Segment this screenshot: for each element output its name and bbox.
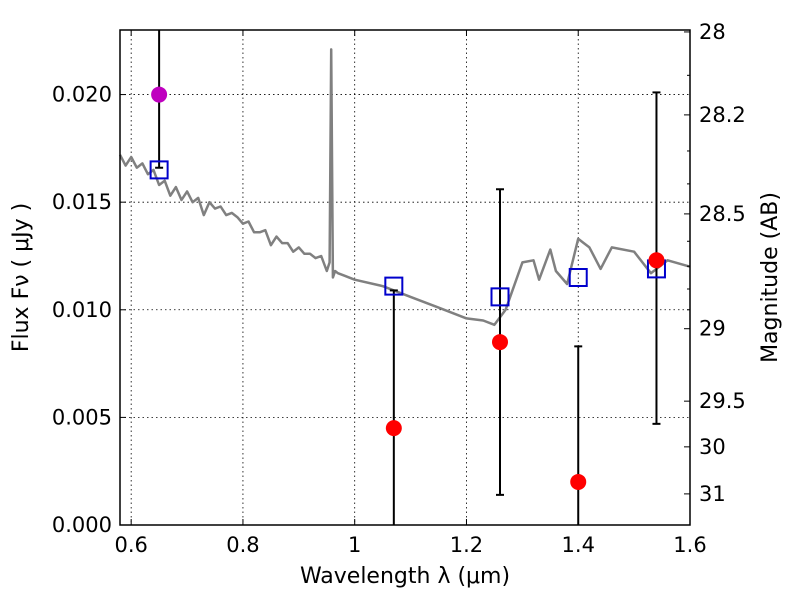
tick-labels-group: 0.6 0.8 1 1.2 1.4 1.6 0.000 0.005 0.010 0.015 0.02… bbox=[52, 20, 746, 557]
y-tick-label: 0.000 bbox=[52, 513, 112, 537]
x-tick-label: 1.4 bbox=[562, 533, 595, 557]
y2-tick-label: 28.2 bbox=[699, 103, 746, 127]
y2-tick-label: 31 bbox=[699, 482, 726, 506]
observed-flux-point bbox=[570, 473, 587, 490]
plot-frame bbox=[119, 29, 691, 526]
template-sed-line bbox=[118, 48, 691, 327]
x-tick-label: 0.8 bbox=[226, 533, 259, 557]
x-tick-label: 1 bbox=[348, 533, 361, 557]
y-axis-label: Flux Fν ( μJy ) bbox=[9, 203, 34, 352]
y2-tick-label: 28 bbox=[699, 20, 726, 44]
y2-tick-label: 30 bbox=[699, 435, 726, 459]
y2-axis-label: Magnitude (AB) bbox=[758, 192, 783, 363]
model-flux-square bbox=[568, 268, 588, 287]
observed-flux-point bbox=[385, 420, 402, 437]
y2-tick-label: 29.5 bbox=[699, 389, 746, 413]
y-tick-label: 0.015 bbox=[52, 190, 112, 214]
model-flux-square bbox=[384, 276, 404, 296]
upper-limit-point bbox=[151, 86, 168, 103]
observed-flux-point bbox=[492, 334, 508, 351]
x-axis-label: Wavelength λ (μm) bbox=[300, 564, 510, 589]
template-sed-group bbox=[118, 48, 691, 327]
x-tick-label: 0.6 bbox=[114, 533, 147, 557]
gridlines bbox=[120, 30, 691, 526]
y-tick-label: 0.020 bbox=[52, 83, 112, 107]
model-flux-square bbox=[149, 160, 169, 180]
observed-flux-point bbox=[648, 252, 665, 269]
y2-tick-label: 29 bbox=[699, 317, 726, 341]
x-tick-label: 1.2 bbox=[450, 533, 483, 557]
y2-tick-label: 28.5 bbox=[699, 202, 746, 226]
markers-group bbox=[149, 86, 666, 490]
model-flux-square bbox=[490, 287, 510, 307]
ticks-group bbox=[120, 30, 691, 526]
x-tick-label: 1.6 bbox=[673, 533, 706, 557]
y-tick-label: 0.005 bbox=[52, 405, 112, 429]
y-tick-label: 0.010 bbox=[52, 298, 112, 322]
